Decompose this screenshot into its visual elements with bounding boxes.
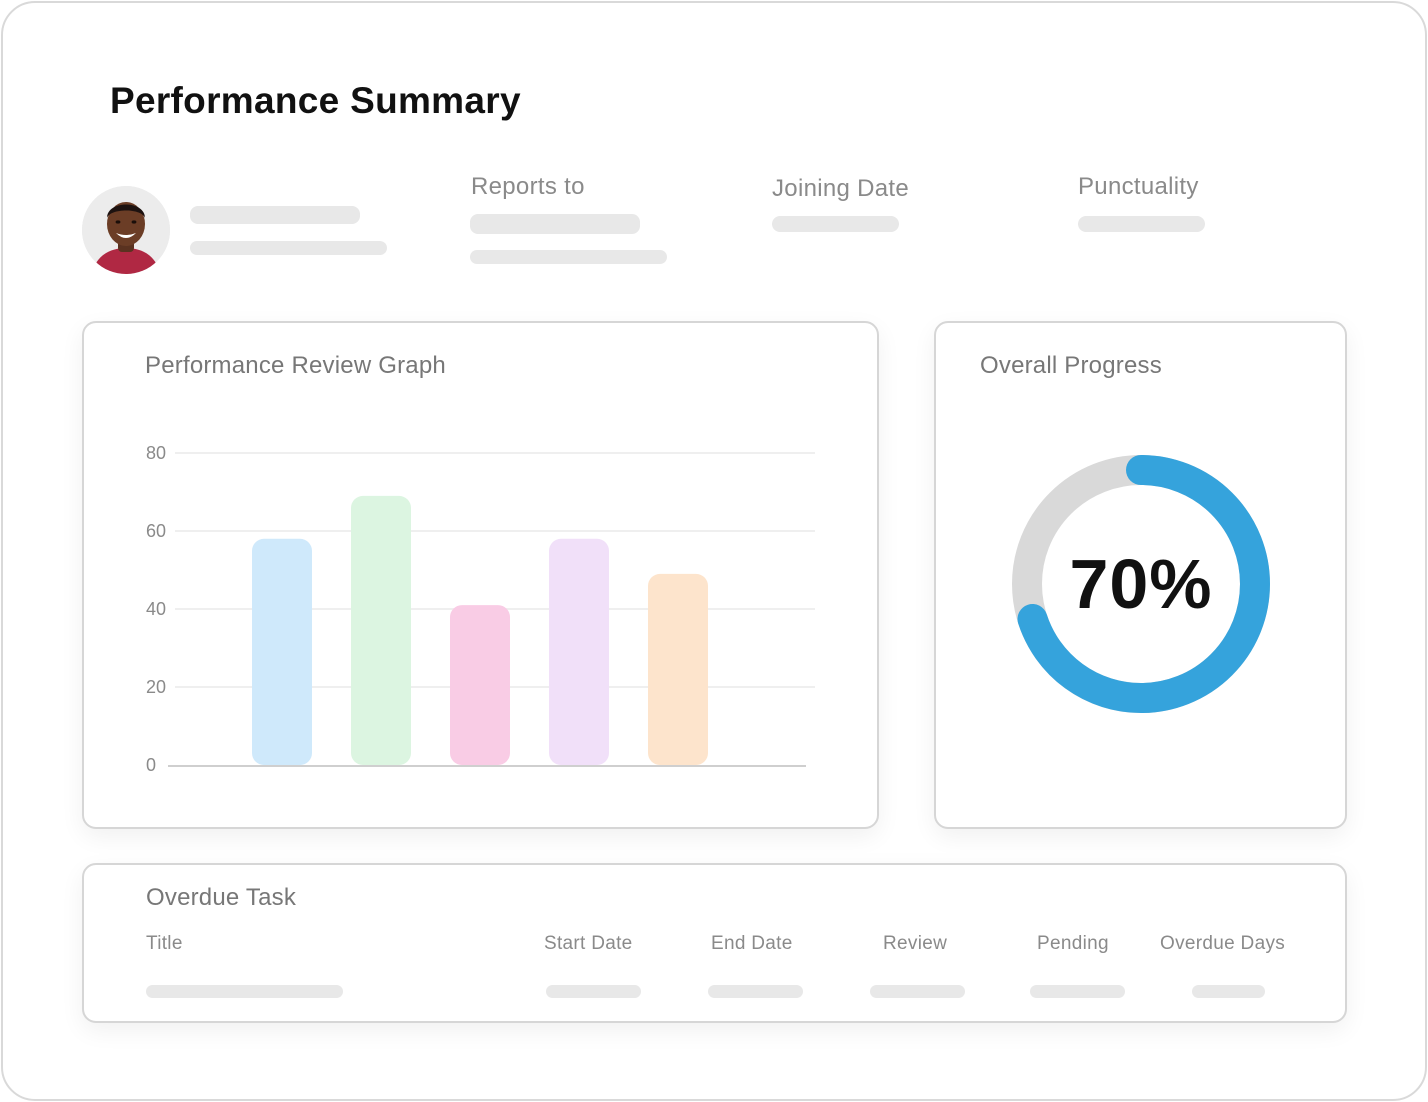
punctuality-label: Punctuality xyxy=(1078,173,1199,200)
column-header-review: Review xyxy=(883,933,948,954)
y-tick-label: 40 xyxy=(146,599,166,619)
reports-to-subvalue-placeholder xyxy=(470,250,667,264)
joining-date-value-placeholder xyxy=(772,216,899,232)
performance-bar-chart: 0 20 40 60 80 xyxy=(146,443,815,775)
bar xyxy=(549,538,609,765)
bar xyxy=(252,538,312,765)
task-title-placeholder xyxy=(146,985,343,998)
punctuality-value-placeholder xyxy=(1078,216,1205,232)
y-tick-label: 60 xyxy=(146,521,166,541)
column-header-pending: Pending xyxy=(1037,933,1109,954)
bar xyxy=(450,605,510,765)
task-start-date-placeholder xyxy=(546,985,641,998)
reports-to-label: Reports to xyxy=(471,173,585,200)
bar xyxy=(648,573,708,765)
progress-percent-label: 70% xyxy=(1069,545,1213,623)
y-tick-label: 0 xyxy=(146,755,156,775)
column-header-overdue-days: Overdue Days xyxy=(1160,933,1286,954)
reports-to-value-placeholder xyxy=(470,214,640,234)
employee-role-placeholder xyxy=(190,241,387,255)
task-pending-placeholder xyxy=(1030,985,1125,998)
overdue-task-title: Overdue Task xyxy=(146,884,297,911)
task-review-placeholder xyxy=(870,985,965,998)
employee-name-placeholder xyxy=(190,206,360,224)
progress-donut xyxy=(1012,455,1270,713)
column-header-title: Title xyxy=(146,933,183,954)
person-avatar-icon xyxy=(82,186,170,274)
progress-fill xyxy=(1012,455,1270,713)
page-title: Performance Summary xyxy=(110,80,521,121)
task-end-date-placeholder xyxy=(708,985,803,998)
bar xyxy=(351,495,411,765)
column-header-end-date: End Date xyxy=(711,933,793,954)
y-tick-label: 20 xyxy=(146,677,166,697)
joining-date-label: Joining Date xyxy=(772,175,910,202)
column-header-start-date: Start Date xyxy=(544,933,633,954)
performance-graph-title: Performance Review Graph xyxy=(145,352,446,379)
y-tick-label: 80 xyxy=(146,443,166,463)
task-overdue-days-placeholder xyxy=(1192,985,1265,998)
overall-progress-card xyxy=(934,321,1347,829)
avatar xyxy=(82,186,170,274)
overall-progress-title: Overall Progress xyxy=(980,352,1162,379)
